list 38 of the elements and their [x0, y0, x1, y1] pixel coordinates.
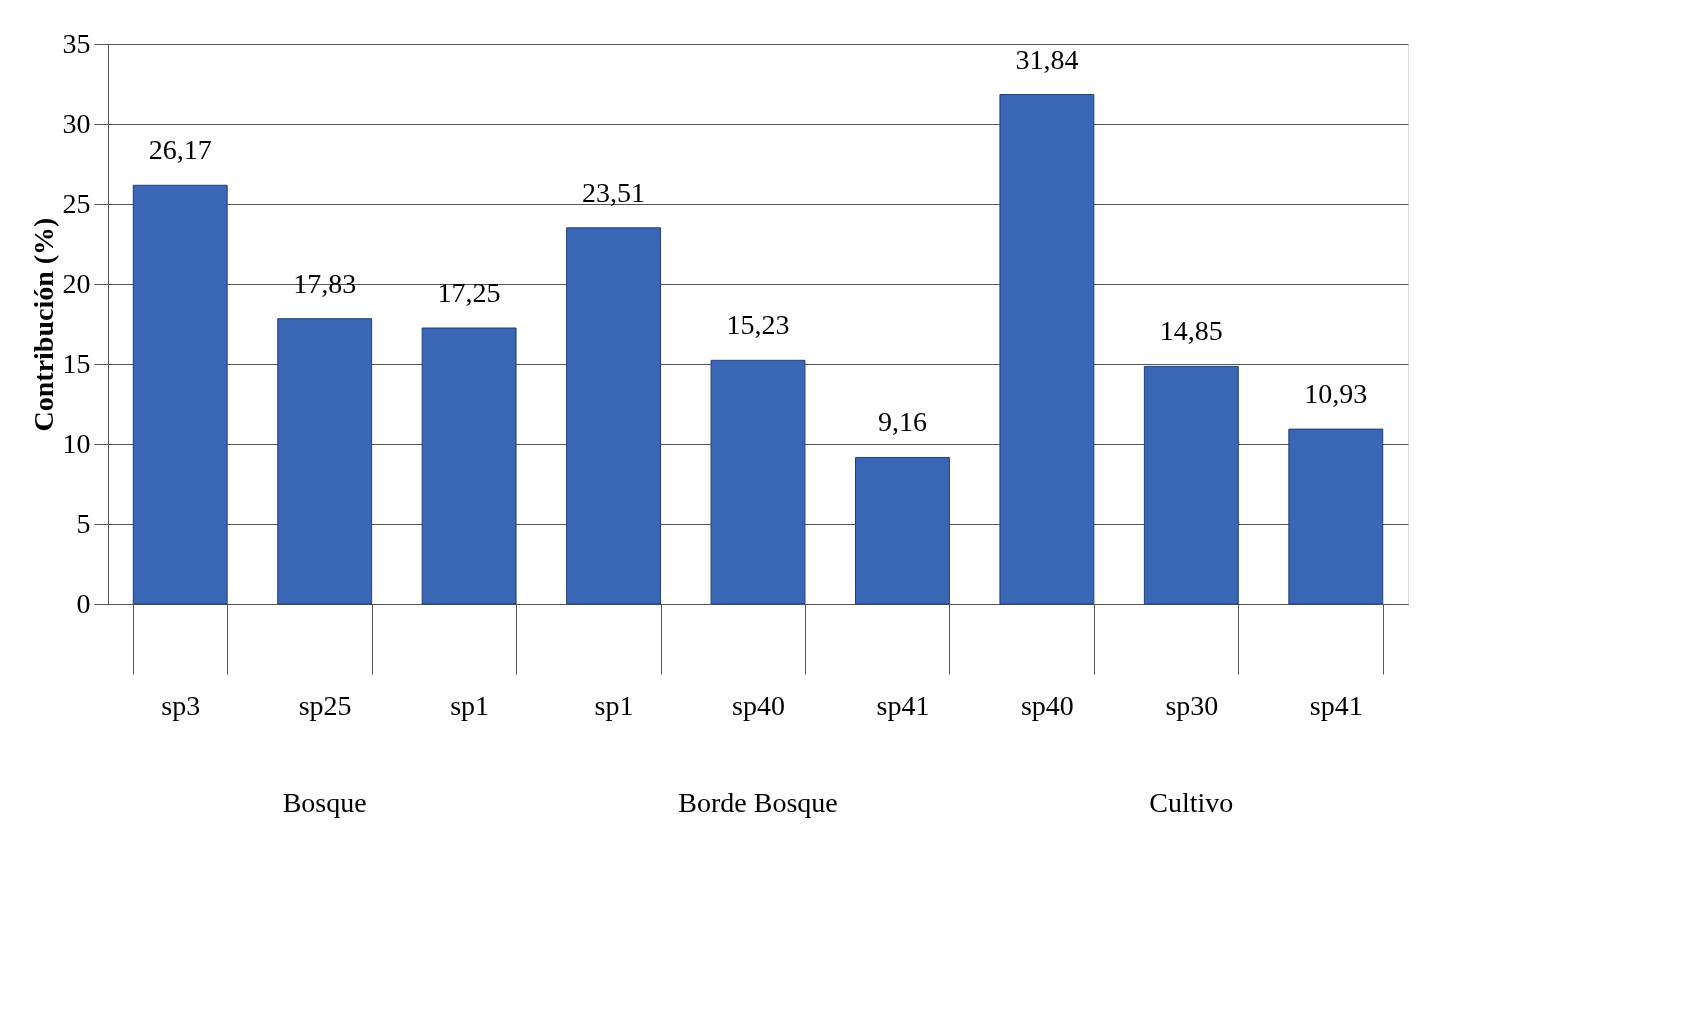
y-tick-label: 30 — [62, 107, 91, 139]
y-tick-label: 25 — [62, 187, 91, 219]
data-label: 17,25 — [437, 277, 501, 308]
x-tick-label: sp25 — [298, 689, 352, 721]
y-tick-label: 35 — [62, 27, 91, 59]
x-tick-label: sp3 — [161, 689, 201, 721]
x-tick-label: sp41 — [876, 689, 930, 721]
data-label: 26,17 — [148, 134, 212, 166]
bar — [1143, 365, 1239, 605]
text: Borde Bosque — [678, 787, 838, 818]
bar — [277, 318, 373, 605]
bar — [1288, 428, 1384, 605]
bar — [132, 184, 228, 605]
x-tick-label: sp1 — [594, 689, 634, 721]
data-label: 14,85 — [1159, 315, 1223, 347]
bar — [566, 227, 661, 605]
bar — [855, 456, 950, 605]
x-tick-label: sp41 — [1309, 689, 1363, 721]
data-label: 31,84 — [1015, 43, 1079, 75]
data-label: 15,23 — [726, 309, 790, 341]
data-label: 10,93 — [1304, 378, 1368, 410]
text: Cultivo — [1149, 787, 1234, 818]
x-tick-label: sp1 — [450, 689, 490, 721]
y-tick-label: 20 — [62, 267, 91, 299]
y-axis-title: Contribución (%) — [27, 217, 59, 432]
text: Bosque — [282, 787, 367, 818]
x-tick-label: sp40 — [732, 689, 785, 721]
y-tick-label: 15 — [62, 347, 91, 379]
y-tick-label: 0 — [76, 587, 91, 619]
bar — [421, 327, 517, 605]
bar — [710, 359, 806, 605]
y-tick-label: 5 — [76, 507, 91, 539]
x-tick-label: sp30 — [1165, 689, 1219, 721]
bar — [999, 94, 1095, 605]
data-label: 23,51 — [582, 176, 646, 208]
y-tick-label: 10 — [62, 427, 91, 459]
data-label: 9,16 — [877, 406, 927, 438]
x-tick-label: sp40 — [1020, 689, 1074, 721]
